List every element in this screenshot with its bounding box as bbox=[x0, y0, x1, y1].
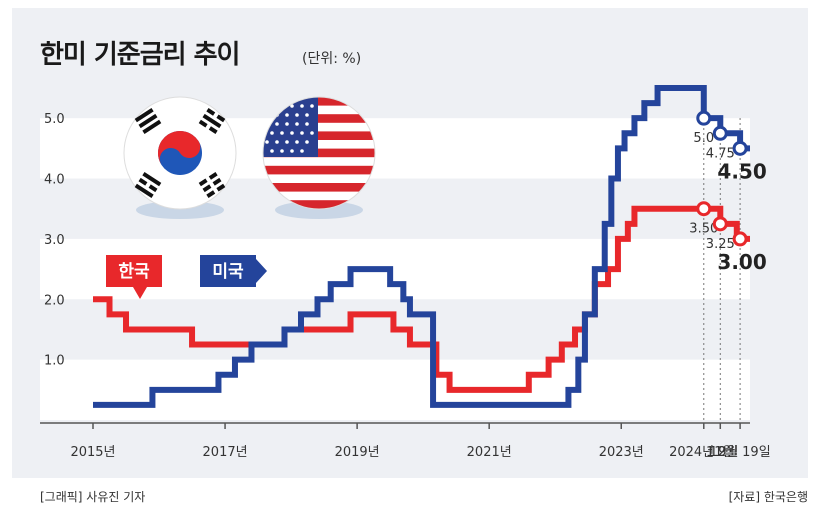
rate-marker bbox=[712, 125, 728, 141]
rate-label: 3.00 bbox=[717, 250, 766, 274]
legend-box bbox=[106, 255, 162, 287]
page-title: 한미 기준금리 추이 bbox=[40, 40, 240, 70]
y-tick-label: 1.0 bbox=[44, 354, 65, 369]
us-rate-line bbox=[93, 85, 750, 408]
rate-marker bbox=[712, 216, 728, 232]
rate-marker bbox=[696, 110, 712, 126]
korea-flag-icon bbox=[123, 96, 237, 219]
y-tick-label: 5.0 bbox=[44, 112, 65, 127]
x-tick-label: 2023년 bbox=[599, 445, 644, 460]
x-tick-label: 2017년 bbox=[203, 445, 248, 460]
y-tick-label: 4.0 bbox=[44, 173, 65, 188]
y-tick-label: 3.0 bbox=[44, 233, 65, 248]
x-tick-label: 2024년 9월 bbox=[669, 445, 738, 460]
x-tick-label: 11월 bbox=[706, 445, 735, 460]
us-flag-icon bbox=[262, 96, 376, 219]
rate-label: 4.50 bbox=[717, 159, 766, 183]
legend-pointer bbox=[133, 287, 147, 299]
x-tick-label: 2021년 bbox=[467, 445, 512, 460]
credit-source: [자료] 한국은행 bbox=[728, 490, 808, 504]
rate-label: 3.50 bbox=[689, 222, 718, 237]
rate-marker bbox=[732, 231, 748, 247]
legend-pointer bbox=[256, 259, 267, 283]
y-tick-label: 2.0 bbox=[44, 293, 65, 308]
legend-korea: 한국 bbox=[118, 262, 150, 282]
rate-label: 5.0 bbox=[693, 131, 714, 146]
grid-band-2 bbox=[40, 359, 750, 420]
x-tick-label: 12월 19일 bbox=[710, 445, 771, 460]
legend: 한국 미국 bbox=[106, 255, 267, 299]
unit-label: (단위: %) bbox=[302, 51, 362, 67]
series-lines bbox=[93, 85, 750, 408]
rate-marker bbox=[696, 201, 712, 217]
rate-marker bbox=[732, 140, 748, 156]
legend-us: 미국 bbox=[212, 262, 244, 282]
x-axis: 2015년 2017년 2019년 2021년 2023년 2024년 9월11월12월 … bbox=[70, 118, 771, 460]
legend-box bbox=[200, 255, 256, 287]
rate-label: 3.25 bbox=[706, 237, 735, 252]
credit-graphic: [그래픽] 사유진 기자 bbox=[40, 490, 146, 504]
rate-label: 4.75 bbox=[706, 146, 735, 161]
y-axis: 5.0 4.0 3.0 2.0 1.0 bbox=[44, 112, 65, 368]
annotation-markers: 3.503.253.00 5.04.754.50 bbox=[689, 110, 767, 274]
x-tick-label: 2019년 bbox=[335, 445, 380, 460]
x-tick-label: 2015년 bbox=[70, 445, 115, 460]
